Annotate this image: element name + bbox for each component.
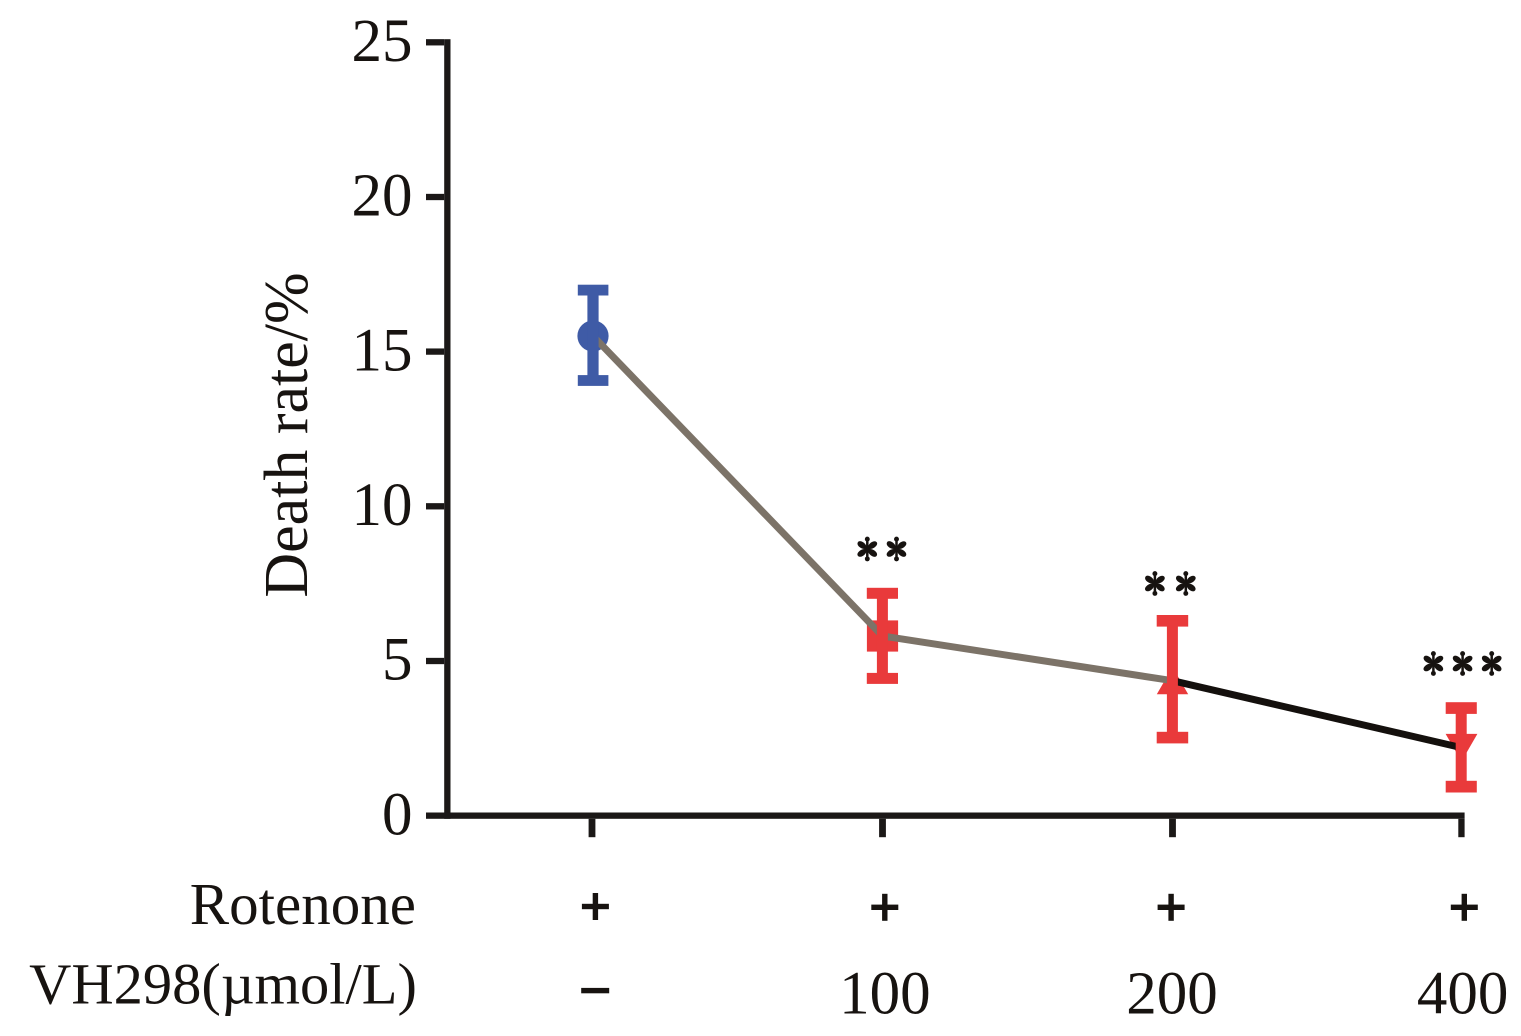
svg-text:100: 100 [839, 961, 931, 1028]
svg-text:0: 0 [382, 781, 413, 848]
svg-text:15: 15 [352, 317, 413, 384]
svg-text:10: 10 [352, 472, 413, 539]
svg-text:200: 200 [1126, 961, 1218, 1028]
svg-text:20: 20 [352, 163, 413, 230]
svg-text:400: 400 [1417, 961, 1509, 1028]
svg-text:Rotenone: Rotenone [190, 871, 416, 937]
svg-text:5: 5 [382, 627, 413, 694]
svg-text:Death rate/%: Death rate/% [253, 272, 321, 597]
svg-text:VH298(µmol/L): VH298(µmol/L) [29, 952, 417, 1017]
svg-text:25: 25 [352, 8, 413, 75]
